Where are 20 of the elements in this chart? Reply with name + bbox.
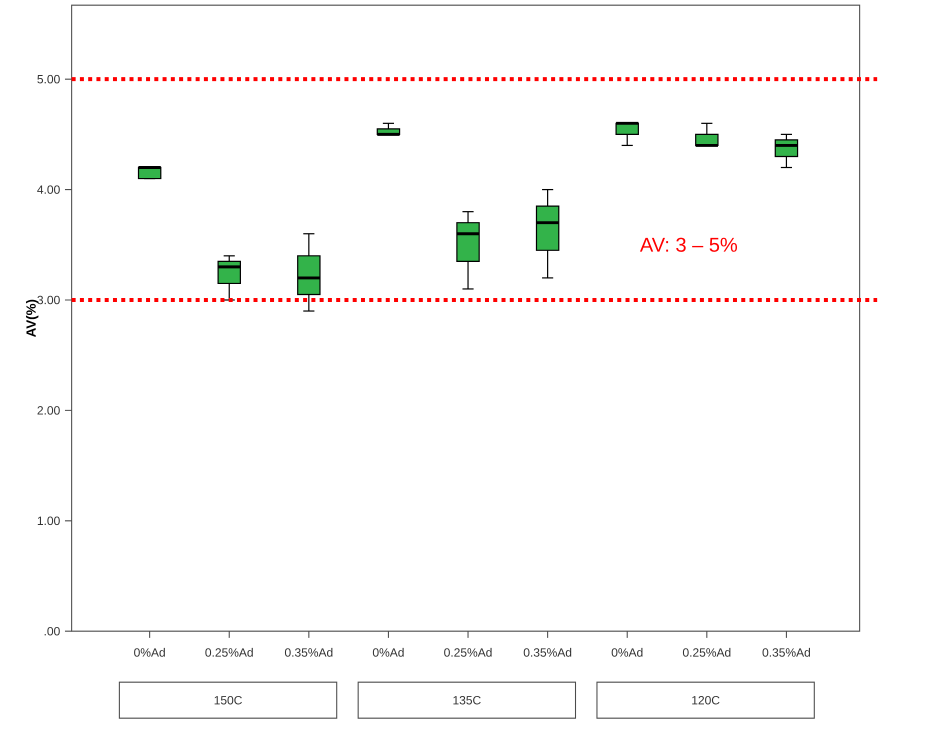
x-tick-label: 0.25%Ad	[682, 648, 730, 657]
y-tick-label: 1.00	[38, 516, 60, 526]
y-tick-label: 3.00	[37, 296, 60, 304]
x-tick-label: 0.35%Ad	[762, 648, 810, 657]
y-tick-label: 4.00	[37, 185, 60, 194]
annotation: AV: 3 – 5%	[640, 238, 737, 252]
y-tick-label: .00	[44, 626, 60, 636]
y-tick-label: 5.00	[37, 74, 60, 84]
text: 150C	[214, 696, 242, 704]
x-tick-label: 0.35%Ad	[284, 648, 332, 657]
x-tick-label: 0.25%Ad	[205, 648, 253, 657]
text: 135C	[453, 696, 481, 704]
x-tick-label: 0.25%Ad	[444, 648, 492, 657]
x-tick-label: 0%Ad	[372, 648, 404, 657]
y-axis-title: AV(%)	[26, 300, 38, 338]
x-tick-label: 0%Ad	[612, 648, 642, 657]
x-tick-label: 0.35%Ad	[524, 648, 572, 657]
text: 120C	[692, 696, 720, 704]
y-tick-label: 2.00	[38, 406, 60, 415]
x-tick-label: 0%Ad	[134, 648, 165, 657]
